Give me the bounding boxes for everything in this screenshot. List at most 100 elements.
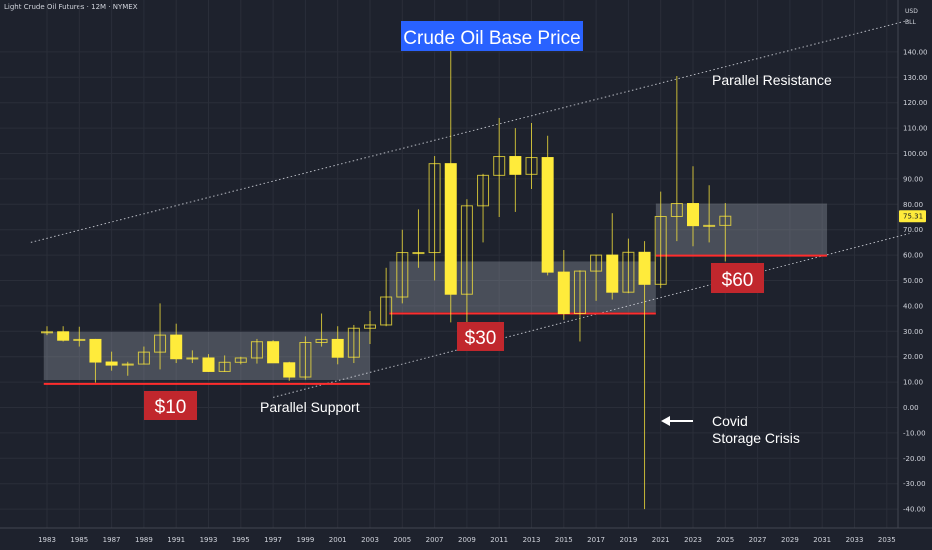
- candle-filled: [57, 331, 70, 341]
- price-scale-units[interactable]: USD BLL: [905, 6, 918, 28]
- candle-filled: [89, 338, 102, 363]
- annotations: Crude Oil Base Price Parallel Resistance P…: [144, 21, 832, 446]
- price-tick-label: 30.00: [903, 328, 923, 336]
- year-tick-label: 2013: [523, 536, 541, 544]
- grid-lines: [0, 0, 932, 529]
- label-60-dollar: $60: [722, 270, 754, 291]
- year-tick-label: 2003: [361, 536, 379, 544]
- candle-hollow: [428, 163, 441, 254]
- year-tick-label: 2009: [458, 536, 476, 544]
- candle-hollow: [121, 363, 134, 366]
- label-10-dollar-box: [144, 391, 197, 420]
- price-tick-label: 130.00: [903, 74, 928, 82]
- candle-filled: [105, 361, 118, 366]
- price-tick-label: 140.00: [903, 48, 928, 56]
- year-tick-label: 2035: [878, 536, 896, 544]
- last-price-tag: [899, 210, 926, 223]
- year-tick-label: 1995: [232, 536, 250, 544]
- year-tick-label: 2021: [652, 536, 670, 544]
- base-price-title: Crude Oil Base Price: [403, 28, 580, 49]
- year-tick-label: 1983: [38, 536, 56, 544]
- year-tick-label: 1993: [200, 536, 218, 544]
- year-tick-label: 2033: [846, 536, 864, 544]
- candle-hollow: [186, 357, 199, 360]
- candle-hollow: [719, 215, 732, 226]
- year-tick-label: 2029: [781, 536, 799, 544]
- base-price-title-box: [401, 21, 583, 51]
- candle-hollow: [654, 215, 667, 285]
- price-tick-label: 40.00: [903, 302, 923, 310]
- parallel-support-label: Parallel Support: [260, 399, 360, 415]
- candle-filled: [541, 157, 554, 273]
- price-tick-label: -20.00: [903, 455, 926, 463]
- candle-hollow: [396, 252, 409, 298]
- candle-hollow: [622, 251, 635, 293]
- price-tick-label: 60.00: [903, 252, 923, 260]
- year-tick-label: 1991: [167, 536, 185, 544]
- candle-filled: [170, 334, 183, 360]
- candle-hollow: [460, 205, 473, 295]
- candle-hollow: [218, 361, 231, 372]
- price-tick-label: 50.00: [903, 277, 923, 285]
- candle-filled: [267, 341, 280, 364]
- candle-filled: [331, 338, 344, 358]
- price-tick-label: 100.00: [903, 150, 928, 158]
- candle-hollow: [41, 331, 53, 334]
- year-tick-label: 2011: [490, 536, 508, 544]
- candle-hollow: [525, 157, 538, 175]
- candle-filled: [638, 251, 651, 285]
- candle-filled: [444, 163, 457, 295]
- year-tick-label: 2031: [813, 536, 831, 544]
- candle-hollow: [380, 296, 393, 326]
- trend-lines: [30, 19, 910, 398]
- year-tick-label: 1985: [70, 536, 88, 544]
- unit-label: BLL: [905, 19, 916, 26]
- trend-line: [30, 19, 910, 243]
- covid-label-line2: Storage Crisis: [712, 430, 800, 446]
- label-60-dollar-box: [711, 263, 764, 293]
- candle-hollow: [477, 174, 490, 207]
- price-tick-label: 110.00: [903, 125, 928, 133]
- year-tick-label: 2001: [329, 536, 347, 544]
- candle-hollow: [250, 341, 263, 359]
- trend-line: [272, 233, 910, 398]
- candle-hollow: [590, 254, 603, 272]
- price-tick-label: -10.00: [903, 429, 926, 437]
- candle-hollow: [299, 341, 312, 378]
- year-tick-label: 1997: [264, 536, 282, 544]
- candle-filled: [687, 203, 699, 227]
- year-tick-label: 2025: [716, 536, 734, 544]
- time-axis: 1983 1985 1987 1989 1991 1993 1995 1997 1999 2001…: [38, 536, 896, 544]
- candle-hollow: [137, 351, 150, 365]
- candle-hollow: [234, 357, 247, 363]
- candles: [41, 34, 732, 510]
- currency-label: USD: [905, 8, 918, 15]
- price-tick-label: 0.00: [903, 404, 919, 412]
- price-tick-label: 10.00: [903, 379, 923, 387]
- candle-hollow: [347, 327, 360, 358]
- candle-hollow: [364, 324, 376, 329]
- year-tick-label: 2017: [587, 536, 605, 544]
- label-30-dollar: $30: [465, 328, 497, 349]
- covid-arrow-head: [661, 416, 670, 426]
- last-price-label: 75.31: [903, 213, 923, 221]
- candle-filled: [509, 156, 522, 175]
- year-tick-label: 1999: [296, 536, 314, 544]
- candle-hollow: [154, 334, 167, 353]
- year-tick-label: 2019: [619, 536, 637, 544]
- label-10-dollar: $10: [155, 397, 187, 418]
- candle-filled: [557, 271, 570, 315]
- candle-hollow: [703, 224, 716, 227]
- price-tick-label: -30.00: [903, 480, 926, 488]
- candle-hollow: [315, 338, 328, 343]
- year-tick-label: 2023: [684, 536, 702, 544]
- candle-filled: [283, 362, 296, 378]
- year-tick-label: 1987: [103, 536, 121, 544]
- range-box: [655, 203, 828, 256]
- year-tick-label: 2027: [749, 536, 767, 544]
- label-30-dollar-box: [457, 322, 504, 351]
- candle-hollow: [412, 252, 425, 255]
- year-tick-label: 2015: [555, 536, 573, 544]
- covid-label-line1: Covid: [712, 413, 748, 429]
